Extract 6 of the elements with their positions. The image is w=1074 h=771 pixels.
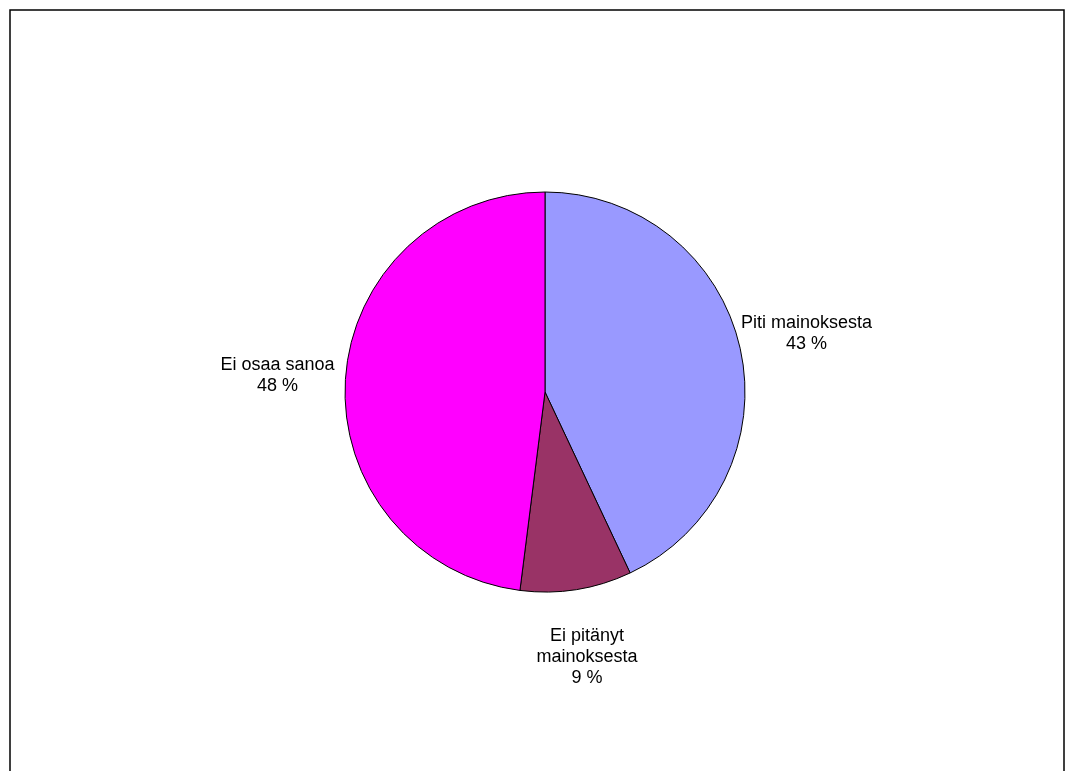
data-label: 48 % — [257, 374, 299, 395]
slice-label: Ei osaa sanoa — [220, 353, 336, 374]
slice-label: Piti mainoksesta — [741, 311, 874, 332]
data-label: 43 % — [786, 332, 828, 353]
slice-label: Ei pitänyt mainoksesta — [536, 624, 639, 666]
data-label: 9 % — [571, 666, 603, 687]
